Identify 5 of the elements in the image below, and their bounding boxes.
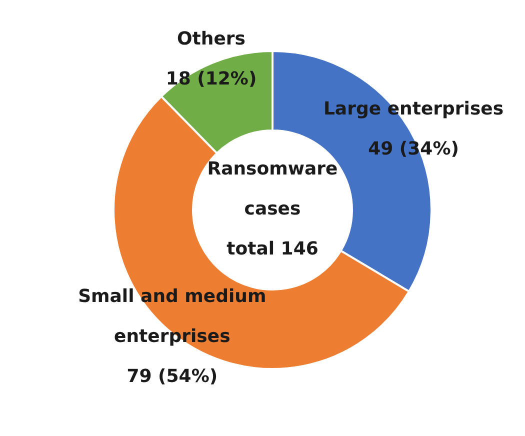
data-label: 79 (54%): [126, 366, 218, 388]
text: total 146: [226, 238, 318, 260]
slice-label: Others: [176, 28, 246, 50]
text: cases: [244, 198, 301, 220]
text: Ransomware: [207, 158, 338, 180]
